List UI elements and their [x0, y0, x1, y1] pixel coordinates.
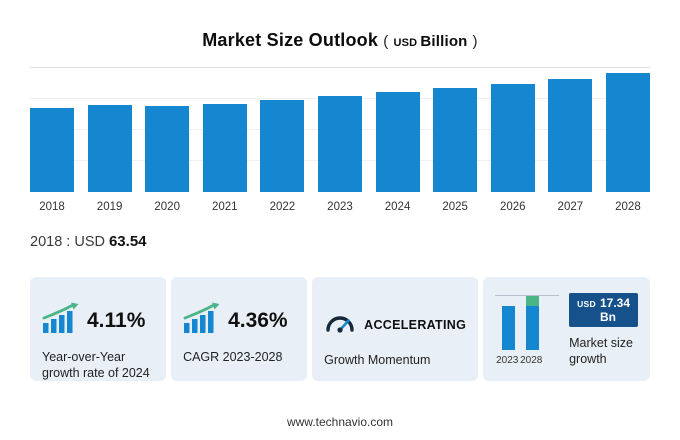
x-tick-label: 2028 — [615, 201, 641, 213]
mini-gridline — [495, 295, 560, 296]
bar-2028 — [605, 73, 650, 192]
bar-column: 2027 — [548, 67, 593, 213]
bar-2027 — [548, 79, 593, 192]
base-year-note: 2018 : USD 63.54 — [30, 233, 650, 250]
card-growth-momentum: ACCELERATING Growth Momentum — [312, 277, 479, 381]
title-unit-small: USD — [393, 37, 418, 49]
card-market-size-growth: 2023 2028 USD 17.34 Bn Market size growt… — [483, 277, 650, 381]
footer-url: www.technavio.com — [286, 415, 394, 429]
mini-bar-2028-base — [526, 306, 540, 350]
x-tick-label: 2021 — [211, 201, 238, 213]
mini-bar-2028-growth — [526, 296, 540, 307]
x-tick-label: 2026 — [499, 201, 526, 213]
bar-column: 2025 — [433, 67, 478, 213]
yoy-desc: Year-over-Year growth rate of 2024 — [42, 350, 150, 381]
bar-column: 2018 — [30, 67, 74, 213]
momentum-desc: Growth Momentum — [324, 353, 431, 367]
mini-bars — [495, 296, 559, 350]
mini-growth-chart: 2023 2028 — [495, 295, 560, 371]
mini-bar-2023 — [502, 306, 516, 350]
bar-column: 2026 — [490, 67, 535, 213]
x-tick-label: 2018 — [39, 201, 65, 213]
mini-col-2023 — [502, 306, 516, 350]
x-tick-label: 2024 — [384, 201, 411, 213]
bar-column: 2019 — [87, 67, 132, 213]
bar-2026 — [490, 84, 535, 192]
bar-column: 2028 — [605, 67, 650, 213]
card-cagr: 4.36% CAGR 2023-2028 — [171, 277, 308, 381]
bar-2023 — [317, 96, 362, 192]
x-tick-label: 2023 — [327, 201, 353, 213]
bar-chart: 2018 2019 2020 2021 2022 2023 2024 2025 2026 2027… — [30, 67, 650, 213]
base-year-value: 63.54 — [108, 233, 147, 250]
mini-labels: 2023 2028 — [495, 355, 559, 366]
bar-column: 2020 — [145, 67, 190, 213]
growth-desc: Market size growth — [569, 336, 634, 367]
bar-2024 — [375, 92, 420, 192]
x-tick-label: 2020 — [154, 201, 180, 213]
mini-label-2028: 2028 — [520, 355, 543, 366]
title-main: Market Size Outlook — [202, 30, 379, 50]
cagr-desc: CAGR 2023-2028 — [183, 350, 283, 364]
x-tick-label: 2025 — [442, 201, 468, 213]
title-paren-open: ( — [383, 33, 389, 50]
momentum-row: ACCELERATING — [324, 311, 466, 338]
bar-2021 — [202, 103, 247, 192]
cagr-stat-row: 4.36% — [183, 302, 295, 339]
growth-badge-value: 17.34 Bn — [599, 296, 630, 324]
yoy-value: 4.11% — [87, 308, 146, 332]
page-title: Market Size Outlook ( USD Billion) — [0, 0, 680, 51]
bar-growth-arrow-icon — [42, 302, 80, 339]
bar-growth-arrow-icon — [183, 302, 221, 339]
gauge-icon — [324, 311, 356, 338]
title-unit-large: Billion — [420, 33, 468, 50]
bar-2022 — [260, 100, 305, 192]
bar-2025 — [433, 88, 478, 192]
x-tick-label: 2019 — [96, 201, 123, 213]
gridline — [30, 67, 650, 68]
growth-badge: USD 17.34 Bn — [569, 293, 638, 327]
bar-2018 — [30, 108, 74, 192]
cagr-value: 4.36% — [228, 308, 288, 332]
base-year-label: 2018 : USD — [30, 234, 105, 250]
bar-column: 2023 — [317, 67, 362, 213]
x-tick-label: 2022 — [269, 201, 296, 213]
bar-column: 2021 — [202, 67, 247, 213]
mini-col-2028 — [526, 296, 540, 350]
title-paren-close: ) — [472, 33, 478, 50]
mini-label-2023: 2023 — [496, 355, 519, 366]
card-yoy-growth: 4.11% Year-over-Year growth rate of 2024 — [30, 277, 167, 381]
stat-cards-row: 4.11% Year-over-Year growth rate of 2024 — [30, 277, 650, 381]
bar-column: 2024 — [375, 67, 420, 213]
bar-2020 — [145, 106, 190, 192]
momentum-value: ACCELERATING — [364, 317, 467, 332]
bar-chart-columns: 2018 2019 2020 2021 2022 2023 2024 2025 2026 2027… — [30, 67, 650, 213]
yoy-stat-row: 4.11% — [42, 302, 154, 339]
bar-2019 — [87, 105, 132, 192]
growth-right-col: USD 17.34 Bn Market size growth — [569, 287, 638, 371]
x-tick-label: 2027 — [557, 201, 584, 213]
growth-badge-unit: USD — [577, 299, 596, 309]
bar-column: 2022 — [260, 67, 305, 213]
